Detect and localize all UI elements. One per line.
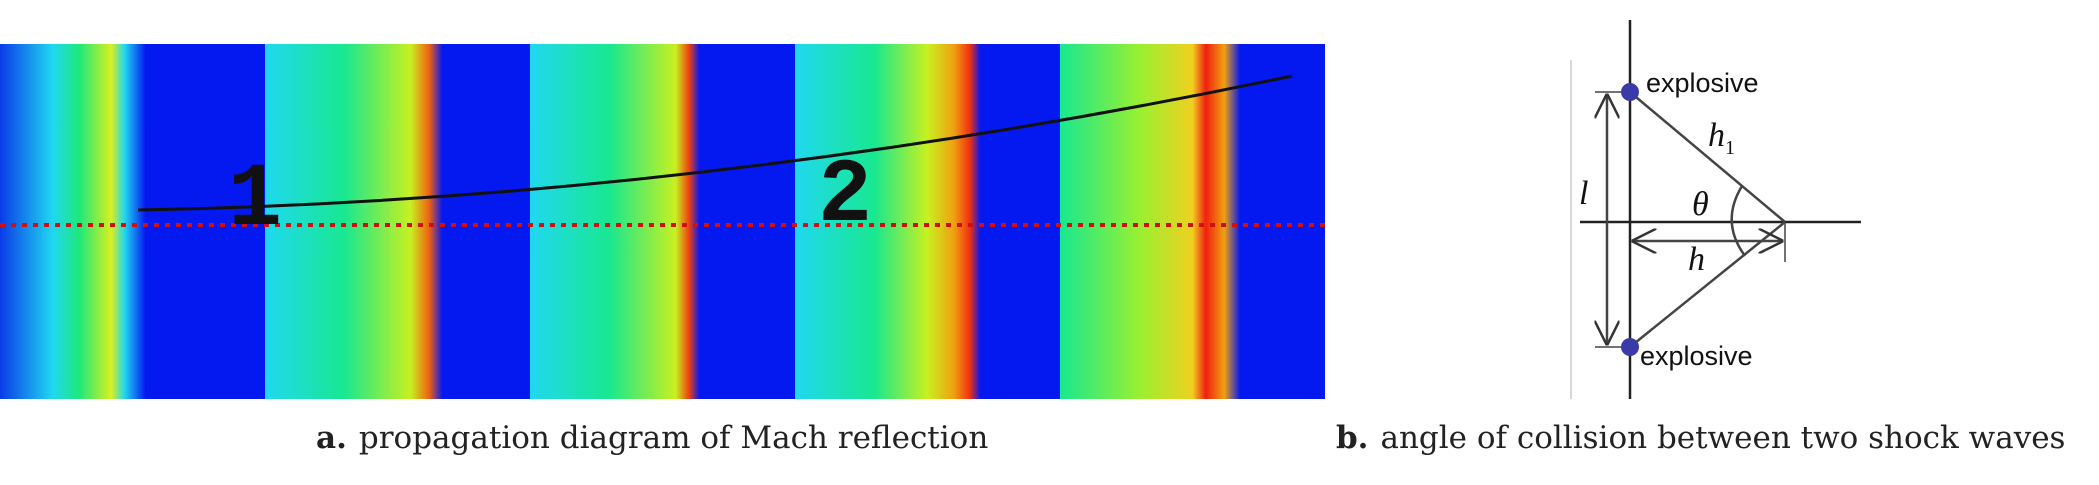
label: explosive [1640,341,1753,371]
triple-point-path [137,74,1293,212]
caption: a. propagation diagram of Mach reflection [316,420,988,456]
caption: b. angle of collision between two shock w… [1336,420,2065,456]
label: l [1579,175,1588,212]
marker: 2 [818,146,872,248]
frame [0,44,265,399]
label-sub: 1 [1725,137,1735,159]
frame [795,44,1060,399]
marker: 1 [228,150,282,252]
geometry-panel [1570,20,1861,399]
frame [265,44,530,399]
mach-panel: 1 2 [0,44,1325,399]
caption-text: angle of collision between two shock wav… [1380,420,2065,456]
label: explosive [1646,68,1759,98]
caption-label: a. [316,420,347,456]
frame [1060,44,1325,399]
label: h [1688,241,1705,278]
label-main: h [1708,117,1725,154]
frame [530,44,795,399]
label: h1 [1708,117,1735,159]
caption-label: b. [1336,420,1368,456]
caption-text: propagation diagram of Mach reflection [359,420,988,456]
label: θ [1692,186,1709,223]
